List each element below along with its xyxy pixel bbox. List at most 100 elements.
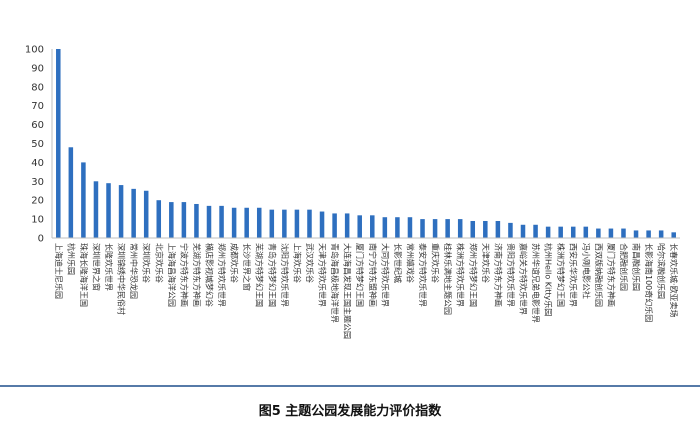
x-tick-label: 郑州方特梦幻王国 xyxy=(468,243,478,307)
x-tick-label: 上海迪士尼乐园 xyxy=(54,243,64,299)
x-tick-label: 宁波方特东方神画 xyxy=(179,243,189,307)
x-tick-label: 杭州乐园 xyxy=(66,243,76,275)
bar xyxy=(256,207,262,238)
bar xyxy=(646,230,651,238)
bar xyxy=(106,183,111,238)
bar xyxy=(520,224,526,238)
bar xyxy=(558,226,563,238)
bar xyxy=(231,207,237,238)
x-tick-label: 厦门方特梦幻王国 xyxy=(355,243,365,307)
bar xyxy=(633,230,639,238)
bar xyxy=(68,147,74,238)
bar xyxy=(344,213,350,238)
y-axis-ticks: 0 10 20 30 40 50 60 70 80 90 100 xyxy=(25,45,44,245)
x-tick-label: 株洲方特梦幻王国 xyxy=(556,243,566,307)
y-tick-label: 30 xyxy=(31,177,44,188)
x-tick-label: 株洲方特欢乐世界 xyxy=(456,243,466,307)
x-tick-label: 重庆欢乐谷 xyxy=(431,243,441,283)
x-tick-label: 长沙世界之窗 xyxy=(242,243,252,291)
y-tick-label: 90 xyxy=(31,63,44,74)
x-tick-label: 成都欢乐谷 xyxy=(230,243,240,283)
bar xyxy=(621,228,626,238)
bar xyxy=(457,219,463,238)
bar xyxy=(596,228,601,238)
bar xyxy=(156,200,162,238)
bar xyxy=(332,213,337,238)
x-tick-label: 芜湖方特梦幻王国 xyxy=(255,243,265,307)
x-tick-label: 西安乐华欢乐世界 xyxy=(569,243,579,307)
y-tick-label: 70 xyxy=(31,101,44,112)
y-tick-label: 20 xyxy=(31,196,44,207)
bar xyxy=(319,211,325,238)
x-tick-label: 桂林乐满地主题公园 xyxy=(443,243,453,315)
bar xyxy=(169,202,174,238)
x-tick-label: 芜湖方特东方神画 xyxy=(192,243,202,307)
bar xyxy=(420,219,425,238)
x-tick-label: 天津欢乐谷 xyxy=(481,243,491,283)
y-tick-label: 40 xyxy=(31,158,44,169)
bar xyxy=(432,219,438,238)
y-tick-label: 50 xyxy=(31,139,44,150)
x-tick-label: 上海欢乐谷 xyxy=(292,243,302,283)
x-tick-label: 青岛海昌极地海洋世界 xyxy=(330,243,340,323)
x-tick-label: 深圳世界之窗 xyxy=(91,243,101,291)
x-tick-label: 青岛方特梦幻王国 xyxy=(267,243,277,307)
y-tick-label: 80 xyxy=(31,82,44,93)
x-tick-label: 哈尔滨融创乐园 xyxy=(657,243,667,299)
bar xyxy=(608,228,614,238)
x-tick-label: 冯小刚电影公社 xyxy=(581,243,591,299)
bar xyxy=(357,215,362,238)
bar xyxy=(445,219,450,238)
x-tick-label: 大连海昌发现王国主题公园 xyxy=(343,243,353,339)
x-tick-label: 长春欢乐城·欧亚卖场 xyxy=(669,243,679,318)
bar xyxy=(219,205,224,238)
bars xyxy=(56,49,676,238)
x-tick-label: 泰安方特欢乐世界 xyxy=(418,243,428,307)
bar xyxy=(269,209,275,238)
x-tick-label: 常州嬉戏谷 xyxy=(405,243,415,283)
bar xyxy=(244,207,249,238)
x-tick-label: 南昌融创乐园 xyxy=(632,243,642,291)
bar xyxy=(118,185,124,238)
figure-caption: 图5 主题公园发展能力评价指数 xyxy=(259,403,443,419)
x-tick-label: 南宁方特东盟神画 xyxy=(368,243,378,307)
bar xyxy=(93,181,99,238)
bar xyxy=(56,49,61,238)
y-tick-label: 0 xyxy=(38,234,44,245)
bar xyxy=(508,222,513,238)
bar xyxy=(583,226,589,238)
bar xyxy=(495,220,501,238)
bar xyxy=(570,226,576,238)
x-tick-label: 长影世纪城 xyxy=(393,243,403,283)
x-tick-label: 北京欢乐谷 xyxy=(154,243,164,283)
bar xyxy=(282,209,287,238)
x-tick-label: 武汉欢乐谷 xyxy=(305,243,315,283)
x-tick-label: 深圳欢乐谷 xyxy=(142,243,152,283)
x-tick-label: 常州中华恐龙园 xyxy=(129,243,139,299)
x-tick-label: 大同方特欢乐世界 xyxy=(380,243,390,307)
bar xyxy=(181,202,187,238)
bar xyxy=(143,190,149,238)
bar xyxy=(470,220,476,238)
bar xyxy=(370,215,375,238)
x-tick-label: 苏州华谊兄弟电影世界 xyxy=(531,243,541,323)
x-tick-label: 长隆欢乐世界 xyxy=(104,243,114,291)
x-tick-label: 天津方特欢乐世界 xyxy=(318,243,328,307)
x-tick-label: 横店影视城梦幻谷 xyxy=(205,243,215,307)
x-tick-label: 珠海长隆海洋王国 xyxy=(79,243,89,307)
x-tick-label: 杭州Hello Kitty乐园 xyxy=(544,243,554,316)
x-tick-label: 西双版纳融创乐园 xyxy=(594,243,604,307)
bar xyxy=(294,209,300,238)
x-tick-label: 沈阳方特欢乐世界 xyxy=(280,243,290,307)
y-tick-label: 10 xyxy=(31,215,44,226)
x-tick-label: 上海海昌海洋公园 xyxy=(167,243,177,307)
bar xyxy=(395,217,400,238)
x-tick-label: 济南方特东方神画 xyxy=(493,243,503,307)
bar xyxy=(671,232,676,238)
x-tick-label: 嘉峪关方特欢乐世界 xyxy=(519,243,529,315)
y-tick-label: 100 xyxy=(25,45,44,56)
bar xyxy=(81,162,86,238)
x-tick-label: 郑州方特欢乐世界 xyxy=(217,243,227,307)
x-tick-label: 长影海南100奇幻乐园 xyxy=(644,243,654,322)
